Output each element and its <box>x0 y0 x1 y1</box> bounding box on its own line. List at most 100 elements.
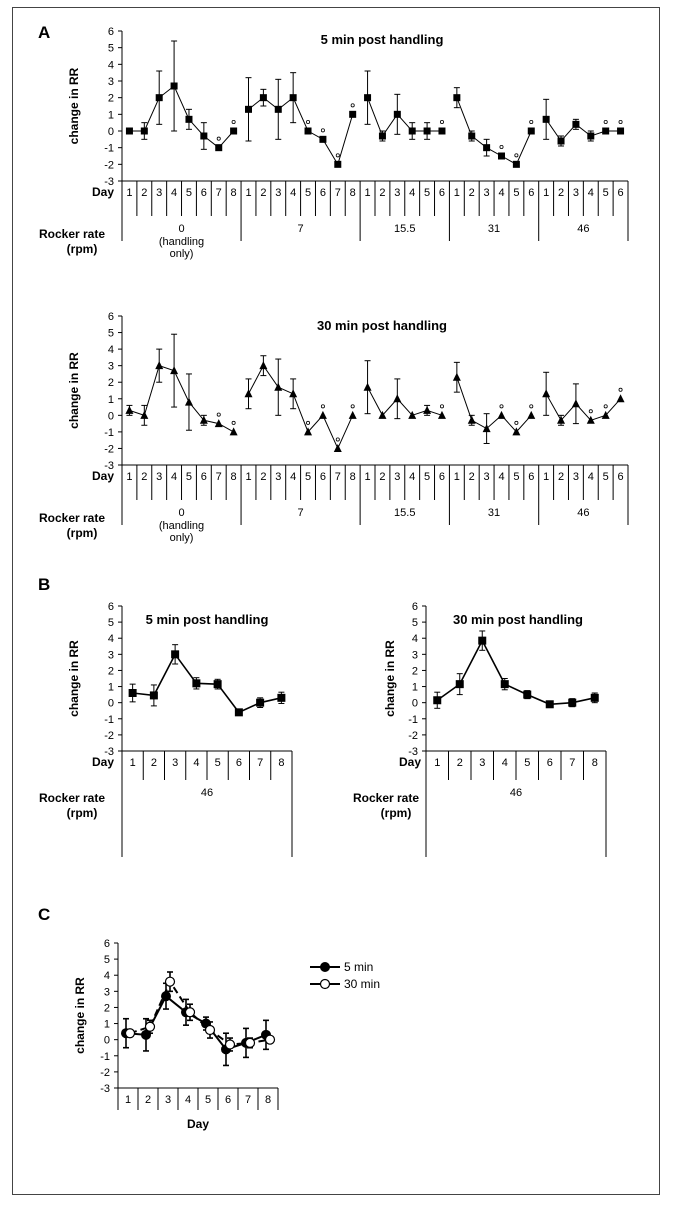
day-tick-label: 2 <box>260 187 266 199</box>
day-tick-label: 3 <box>484 187 490 199</box>
significance-marker <box>514 153 519 158</box>
significance-marker <box>231 420 236 425</box>
day-tick-label: 6 <box>528 471 534 483</box>
y-tick-label: 0 <box>108 410 114 422</box>
day-tick-label: 1 <box>454 187 460 199</box>
series-line <box>456 377 532 433</box>
open-circle-marker <box>224 1039 236 1050</box>
triangle-marker <box>289 389 298 398</box>
y-tick-label: 4 <box>108 633 114 645</box>
day-tick-label: 4 <box>290 471 296 483</box>
y-tick-label: 6 <box>104 938 110 950</box>
chart-title: 30 min post handling <box>317 318 447 333</box>
day-tick-label: 5 <box>205 1094 211 1106</box>
day-tick-label: 5 <box>513 471 519 483</box>
series-five-min <box>121 982 271 1067</box>
rocker-rate-unit-label: (rpm) <box>67 242 98 256</box>
rocker-rate-value: 46 <box>510 787 522 799</box>
day-tick-label: 1 <box>454 471 460 483</box>
square-marker <box>617 127 625 135</box>
y-tick-label: 2 <box>412 665 418 677</box>
day-tick-label: 8 <box>592 757 598 769</box>
day-tick-label: 1 <box>130 757 136 769</box>
day-tick-label: 2 <box>151 757 157 769</box>
open-circle-marker <box>144 1021 156 1032</box>
y-tick-label: -2 <box>104 730 114 742</box>
triangle-marker <box>393 394 402 403</box>
y-tick-label: 4 <box>412 633 418 645</box>
y-tick-label: 5 <box>108 617 114 629</box>
square-marker <box>171 650 180 659</box>
square-marker <box>192 679 201 688</box>
group-4: 1 2 3 4 5 6 46 <box>538 98 625 241</box>
figure-frame <box>12 7 660 1195</box>
y-tick-label: 5 <box>104 954 110 966</box>
day-tick-label: 6 <box>439 471 445 483</box>
square-marker <box>155 94 163 102</box>
day-tick-label: 4 <box>171 187 177 199</box>
day-tick-label: 3 <box>484 471 490 483</box>
triangle-marker <box>348 410 357 419</box>
y-tick-label: 6 <box>108 26 114 38</box>
square-marker <box>523 690 532 699</box>
triangle-marker <box>482 424 491 433</box>
significance-marker <box>306 420 311 425</box>
square-marker <box>349 110 357 118</box>
panel-label-c: C <box>38 905 50 924</box>
day-tick-label: 7 <box>335 471 341 483</box>
day-tick-label: 6 <box>320 187 326 199</box>
group-3: 1 2 3 4 5 6 31 <box>448 361 536 525</box>
y-tick-label: -1 <box>104 143 114 155</box>
x-axis-label: Day <box>187 1117 209 1131</box>
y-tick-label: 0 <box>108 698 114 710</box>
day-tick-label: 2 <box>141 187 147 199</box>
day-tick-label: 1 <box>364 471 370 483</box>
square-marker <box>230 127 238 135</box>
day-tick-label: 5 <box>603 187 609 199</box>
day-tick-label: 1 <box>126 187 132 199</box>
day-tick-label: 7 <box>569 757 575 769</box>
y-tick-label: -1 <box>104 427 114 439</box>
significance-marker <box>216 412 221 417</box>
square-marker <box>590 693 599 702</box>
day-tick-label: 5 <box>215 757 221 769</box>
square-marker <box>277 693 286 702</box>
day-tick-label: 3 <box>156 187 162 199</box>
open-circle-marker <box>184 1007 196 1018</box>
day-tick-label: 6 <box>617 471 623 483</box>
rocker-rate-value: 15.5 <box>394 223 415 235</box>
significance-marker <box>216 136 221 141</box>
triangle-marker <box>586 415 595 424</box>
day-row-label: Day <box>92 185 114 199</box>
significance-marker <box>588 409 593 414</box>
group-2: 1 2 3 4 5 6 15.5 <box>359 360 446 525</box>
day-tick-label: 7 <box>216 187 222 199</box>
square-marker <box>319 135 327 143</box>
series-thirty-min <box>124 971 276 1052</box>
day-tick-label: 4 <box>502 757 508 769</box>
square-marker <box>438 127 446 135</box>
triangle-marker <box>125 405 134 414</box>
day-tick-label: 4 <box>588 187 594 199</box>
legend-label: 30 min <box>344 977 380 991</box>
group-2: 1 2 3 4 5 6 15.5 <box>359 70 446 241</box>
square-marker <box>455 680 464 689</box>
square-marker <box>512 160 520 168</box>
y-tick-label: -2 <box>408 730 418 742</box>
y-tick-label: 1 <box>104 1019 110 1031</box>
square-marker <box>234 708 243 717</box>
y-tick-label: -1 <box>104 714 114 726</box>
day-tick-label: 5 <box>513 187 519 199</box>
day-tick-label: 2 <box>145 1094 151 1106</box>
y-tick-label: 0 <box>412 698 418 710</box>
y-tick-label: 4 <box>108 344 114 356</box>
series-line <box>367 386 443 417</box>
y-tick-label: 3 <box>412 649 418 661</box>
y-tick-label: -2 <box>100 1067 110 1079</box>
group-3: 1 2 3 4 5 6 31 <box>448 87 535 241</box>
day-tick-label: 2 <box>558 187 564 199</box>
square-marker <box>527 127 535 135</box>
series-line <box>456 97 532 166</box>
y-tick-label: 0 <box>104 1035 110 1047</box>
